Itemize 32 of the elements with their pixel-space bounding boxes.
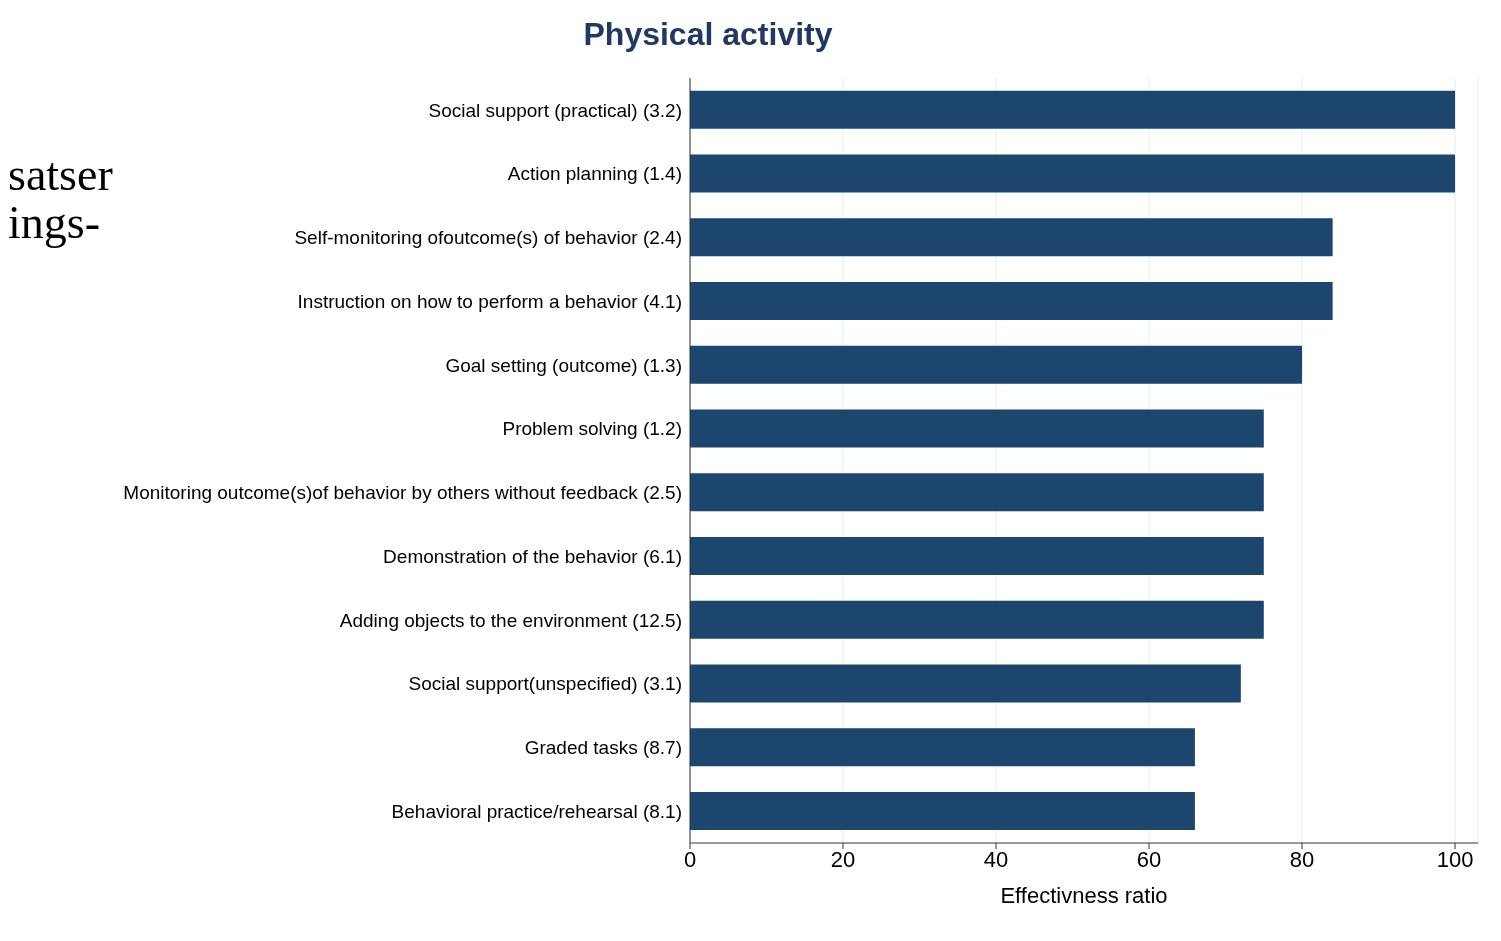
x-axis-title: Effectivness ratio	[1000, 883, 1168, 908]
chart-title: Physical activity	[582, 16, 834, 53]
y-tick-label: Behavioral practice/rehearsal (8.1)	[391, 800, 682, 822]
y-tick-label: Social support(unspecified) (3.1)	[408, 673, 682, 695]
bar	[690, 537, 1264, 575]
bar	[690, 218, 1333, 257]
bar	[690, 345, 1303, 384]
x-tick-label: 40	[983, 846, 1009, 872]
bar	[690, 728, 1195, 767]
x-tick-label: 0	[683, 846, 697, 872]
y-tick-label: Graded tasks (8.7)	[524, 737, 682, 759]
y-tick-label: Problem solving (1.2)	[502, 418, 682, 440]
y-tick-label: Demonstration of the behavior (6.1)	[383, 545, 682, 567]
bar	[690, 792, 1195, 830]
y-tick-label: Monitoring outcome(s)of behavior by others without feedback (2.5)	[123, 482, 682, 504]
y-tick-label: Instruction on how to perform a behavior (4.1)	[297, 290, 682, 312]
bar	[690, 90, 1456, 129]
bar	[690, 600, 1264, 639]
bar	[690, 473, 1264, 512]
bar	[690, 282, 1333, 320]
y-tick-label: Goal setting (outcome) (1.3)	[445, 354, 682, 376]
y-tick-label: Self-monitoring ofoutcome(s) of behavior (2.4)	[294, 227, 682, 249]
x-tick-label: 80	[1289, 846, 1315, 872]
x-tick-label: 100	[1436, 846, 1474, 872]
x-tick-label: 60	[1136, 846, 1162, 872]
bar	[690, 154, 1456, 193]
bar	[690, 664, 1241, 703]
bar	[690, 409, 1264, 448]
x-tick-label: 20	[830, 846, 856, 872]
y-tick-label: Action planning (1.4)	[507, 163, 682, 185]
y-tick-label: Social support (practical) (3.2)	[428, 99, 682, 121]
y-tick-label: Adding objects to the environment (12.5)	[339, 609, 682, 631]
